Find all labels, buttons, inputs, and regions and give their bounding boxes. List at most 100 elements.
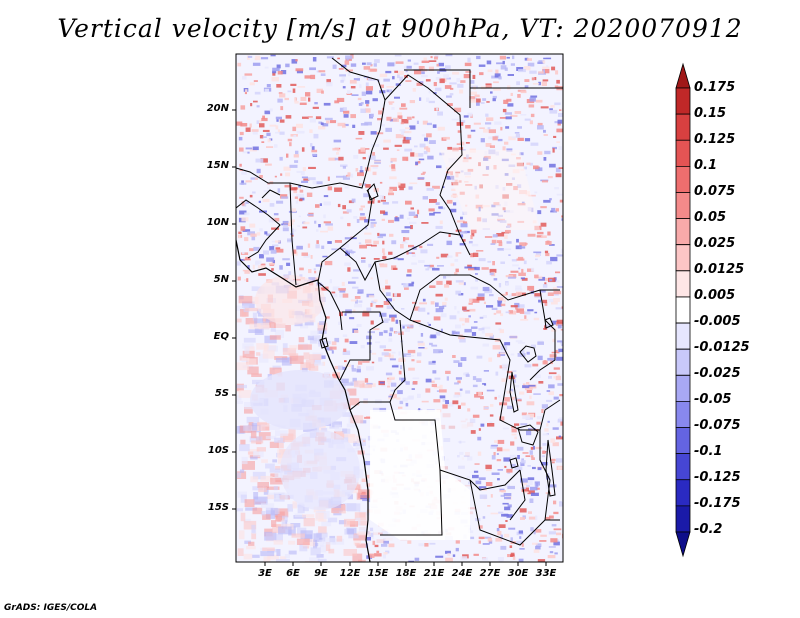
field-speckle — [361, 259, 366, 263]
field-speckle — [498, 524, 506, 528]
field-speckle — [556, 79, 560, 84]
colorbar-bin — [675, 87, 691, 115]
field-speckle — [552, 427, 559, 430]
field-speckle — [381, 218, 385, 221]
field-speckle — [371, 144, 380, 147]
field-speckle — [339, 107, 344, 112]
field-speckle — [408, 395, 414, 399]
field-speckle — [388, 332, 392, 337]
field-speckle — [293, 134, 297, 138]
field-speckle — [368, 553, 375, 558]
field-speckle — [549, 108, 553, 111]
field-speckle — [435, 331, 441, 336]
field-speckle — [458, 362, 463, 367]
field-speckle — [541, 404, 548, 409]
field-speckle — [550, 210, 554, 213]
field-speckle — [419, 143, 426, 148]
field-speckle — [260, 57, 269, 60]
field-speckle — [411, 252, 416, 257]
field-speckle — [489, 421, 493, 425]
field-speckle — [325, 316, 330, 319]
field-speckle — [382, 240, 385, 245]
field-speckle — [526, 413, 535, 418]
field-speckle — [326, 79, 331, 84]
field-speckle — [319, 321, 326, 325]
field-speckle — [469, 492, 474, 495]
field-speckle — [364, 461, 371, 466]
field-speckle — [310, 330, 319, 337]
field-speckle — [370, 68, 378, 72]
field-speckle — [251, 373, 262, 377]
field-speckle — [244, 499, 255, 507]
field-speckle — [432, 237, 436, 240]
field-speckle — [284, 554, 290, 559]
field-speckle — [411, 388, 415, 390]
field-speckle — [414, 145, 418, 148]
field-speckle — [267, 187, 270, 189]
field-speckle — [293, 249, 297, 254]
field-speckle — [436, 280, 443, 285]
field-speckle — [385, 279, 388, 284]
field-speckle — [411, 252, 415, 254]
field-speckle — [409, 221, 417, 224]
field-speckle — [342, 382, 354, 386]
field-speckle — [536, 487, 540, 490]
field-speckle — [280, 70, 287, 75]
field-speckle — [373, 240, 379, 245]
field-speckle — [247, 151, 250, 154]
field-speckle — [364, 232, 372, 235]
field-speckle — [239, 131, 244, 136]
field-speckle — [345, 251, 350, 256]
field-speckle — [490, 494, 493, 498]
field-speckle — [442, 304, 447, 307]
field-speckle — [325, 347, 333, 351]
field-speckle — [256, 423, 270, 431]
field-speckle — [455, 331, 460, 335]
field-speckle — [465, 142, 470, 144]
field-speckle — [303, 518, 315, 527]
field-speckle — [253, 492, 259, 500]
field-speckle — [495, 538, 503, 542]
field-speckle — [532, 83, 540, 85]
field-speckle — [504, 465, 507, 468]
field-speckle — [342, 205, 346, 210]
field-speckle — [515, 245, 522, 250]
field-speckle — [266, 146, 274, 148]
field-speckle — [490, 512, 499, 515]
field-speckle — [300, 171, 305, 176]
field-speckle — [520, 319, 529, 321]
field-speckle — [401, 378, 406, 383]
field-speckle — [318, 121, 323, 124]
field-speckle — [379, 407, 387, 412]
field-speckle — [314, 220, 317, 224]
field-speckle — [307, 116, 313, 118]
field-speckle — [511, 259, 518, 262]
field-speckle — [553, 500, 557, 505]
field-speckle — [434, 56, 438, 60]
field-speckle — [247, 231, 255, 236]
field-speckle — [419, 302, 427, 305]
field-speckle — [556, 193, 563, 196]
field-speckle — [302, 507, 309, 512]
field-speckle — [241, 217, 249, 222]
field-speckle — [440, 424, 446, 430]
field-speckle — [468, 298, 473, 302]
field-speckle — [244, 279, 248, 281]
field-speckle — [268, 218, 275, 223]
field-speckle — [367, 435, 372, 441]
field-speckle — [370, 165, 379, 167]
field-speckle — [426, 97, 430, 102]
field-speckle — [519, 536, 522, 539]
field-speckle — [427, 266, 435, 269]
field-speckle — [267, 182, 270, 185]
field-speckle — [444, 284, 450, 288]
field-speckle — [496, 240, 502, 243]
field-speckle — [525, 455, 531, 457]
field-speckle — [404, 226, 411, 229]
field-speckle — [360, 205, 365, 208]
field-speckle — [401, 103, 406, 107]
field-speckle — [248, 329, 262, 333]
field-speckle — [292, 208, 297, 212]
field-speckle — [556, 436, 563, 440]
field-speckle — [514, 436, 517, 440]
